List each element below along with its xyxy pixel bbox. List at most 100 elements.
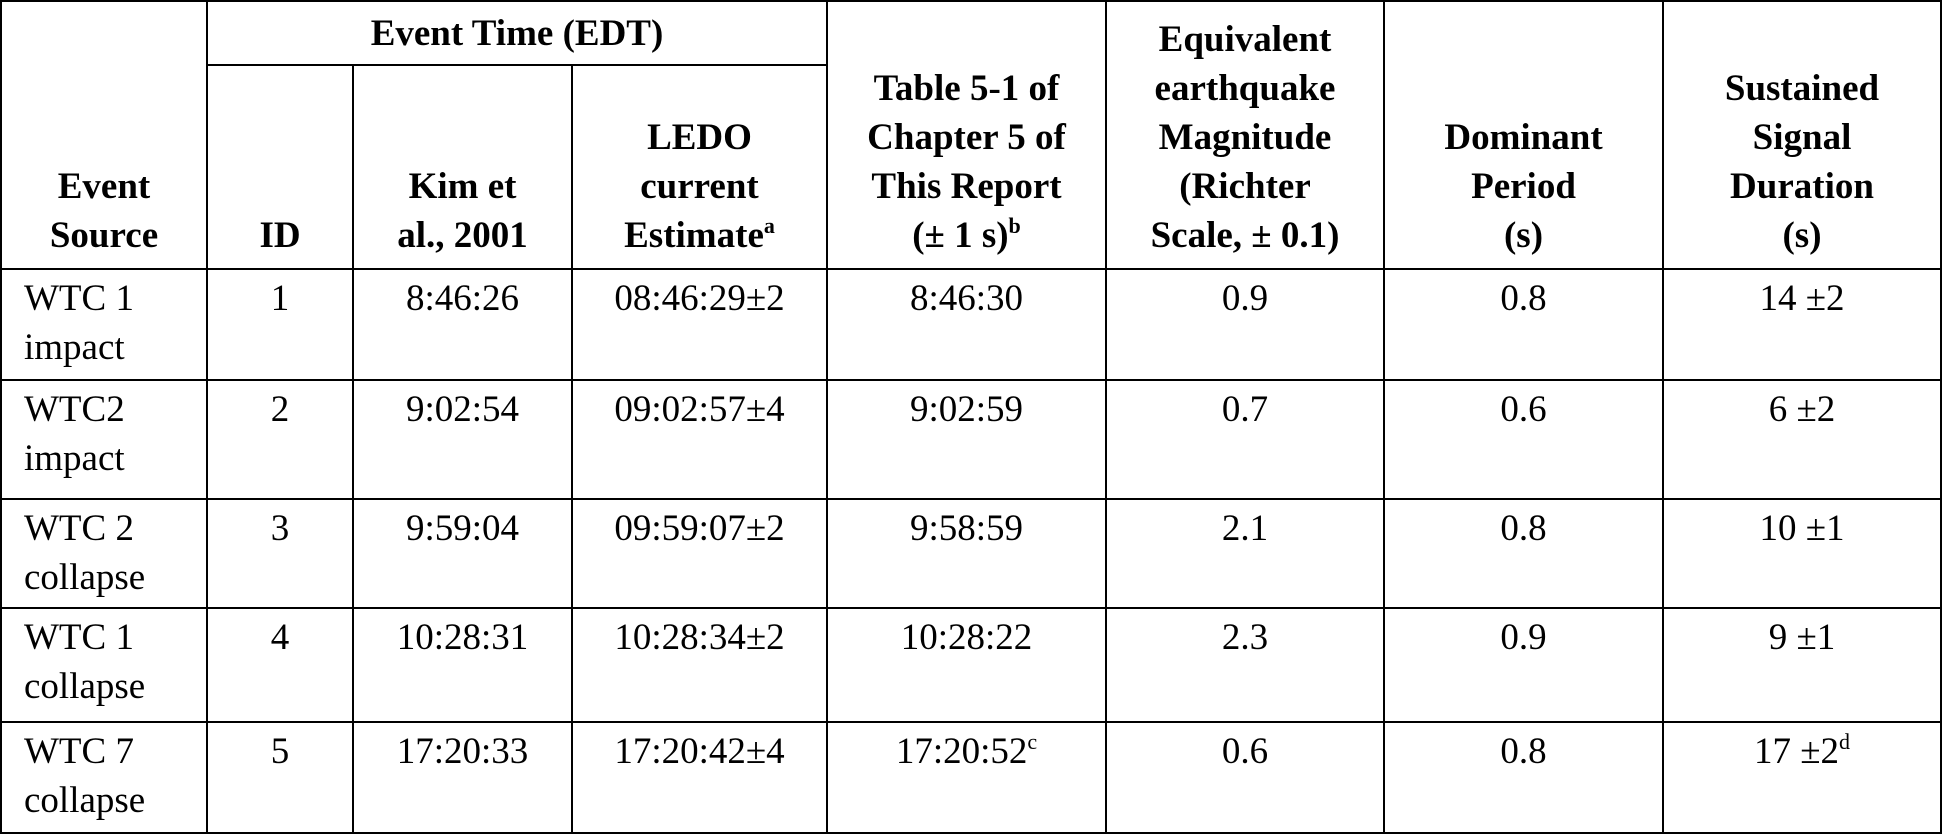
table-cell: 6 ±2	[1662, 379, 1942, 500]
cell-line: Estimatea	[624, 213, 775, 257]
cell-line: collapse	[24, 666, 146, 707]
table-cell: 17:20:42±4	[571, 721, 828, 834]
cell-line: (s)	[1782, 215, 1822, 256]
cell-line: Duration	[1730, 166, 1874, 207]
header-cell: Event Source	[0, 0, 208, 270]
table-cell: 08:46:29±2	[571, 268, 828, 381]
cell-line: Equivalent	[1158, 19, 1332, 60]
cell-line: (Richter	[1179, 166, 1311, 207]
table-body: WTC 1 impact 1 8:46:26 08:46:29±2 8:46:30 0.9 0…	[0, 268, 1942, 834]
cell-line: Dominant	[1444, 117, 1603, 158]
table-cell: 8:46:30	[826, 268, 1107, 381]
cell-line: WTC2	[24, 389, 125, 430]
table-row: WTC 1 impact 1 8:46:26 08:46:29±2 8:46:30 0.9 0…	[0, 268, 1942, 381]
table-cell: 1	[206, 268, 354, 381]
cell-line: WTC 1	[24, 278, 134, 319]
cell-line: Chapter 5 of	[867, 117, 1066, 158]
cell-line: LEDO	[647, 117, 752, 158]
cell-line: Period	[1471, 166, 1576, 207]
cell-line: (s)	[1503, 215, 1544, 256]
table-row: WTC 2 collapse 3 9:59:04 09:59:07±2 9:58:59 2.…	[0, 498, 1942, 609]
footnote-mark: d	[1839, 729, 1851, 754]
table-cell: 2.1	[1105, 498, 1385, 609]
cell-line: WTC 7	[24, 731, 134, 772]
cell-line: Scale, ± 0.1)	[1150, 215, 1340, 256]
source-cell: WTC2 impact	[0, 379, 208, 500]
cell-line: collapse	[24, 780, 146, 821]
table-cell: 17:20:33	[352, 721, 573, 834]
table-cell: 2.3	[1105, 607, 1385, 723]
table-cell: 17:20:52c	[826, 721, 1107, 834]
cell-line: Event	[57, 166, 151, 207]
table-header: Event Source Event Time (EDT) Table 5-1 of C…	[0, 0, 1942, 270]
cell-line: collapse	[24, 557, 146, 598]
table-cell: 0.9	[1105, 268, 1385, 381]
table-cell: 10 ±1	[1662, 498, 1942, 609]
table-cell: 0.6	[1105, 721, 1385, 834]
table-cell: 9:02:59	[826, 379, 1107, 500]
cell-line: impact	[24, 438, 125, 479]
table-row: WTC2 impact 2 9:02:54 09:02:57±4 9:02:59 0.7 0.…	[0, 379, 1942, 500]
cell-text: 17 ±2	[1753, 731, 1840, 772]
cell-line: ID	[259, 215, 301, 256]
header-cell: Kim et al., 2001	[352, 64, 573, 270]
header-cell: Sustained Signal Duration (s)	[1662, 0, 1942, 270]
footnote-mark: a	[763, 213, 775, 238]
table-cell: 9:58:59	[826, 498, 1107, 609]
cell-line: Kim et	[408, 166, 517, 207]
cell-text: 17:20:52	[895, 731, 1028, 772]
table-cell: 10:28:22	[826, 607, 1107, 723]
source-cell: WTC 1 impact	[0, 268, 208, 381]
table-cell: 9 ±1	[1662, 607, 1942, 723]
footnote-mark: c	[1027, 729, 1038, 754]
table-cell: 4	[206, 607, 354, 723]
header-cell: LEDO current Estimatea	[571, 64, 828, 270]
table-cell: 5	[206, 721, 354, 834]
cell-line: Magnitude	[1158, 117, 1332, 158]
table-cell: 10:28:34±2	[571, 607, 828, 723]
header-row: ID Kim et al., 2001 LEDO current Estimatea	[1, 64, 1941, 270]
table-cell: 0.8	[1383, 721, 1664, 834]
table-cell: 9:59:04	[352, 498, 573, 609]
table-cell: 0.7	[1105, 379, 1385, 500]
source-cell: WTC 1 collapse	[0, 607, 208, 723]
table-cell: 2	[206, 379, 354, 500]
table-cell: 14 ±2	[1662, 268, 1942, 381]
cell-line: earthquake	[1154, 68, 1336, 109]
table-row: WTC 1 collapse 4 10:28:31 10:28:34±2 10:28:22…	[0, 607, 1942, 723]
header-cell: Equivalent earthquake Magnitude (Richter Sca…	[1105, 0, 1385, 270]
table-cell: 0.9	[1383, 607, 1664, 723]
cell-line: Sustained	[1724, 68, 1880, 109]
table-cell: 8:46:26	[352, 268, 573, 381]
cell-line: (± 1 s)b	[912, 213, 1021, 257]
header-cell: Table 5-1 of Chapter 5 of This Report (± 1 …	[826, 0, 1107, 270]
source-cell: WTC 2 collapse	[0, 498, 208, 609]
footnote-mark: b	[1008, 213, 1021, 238]
table-cell: 10:28:31	[352, 607, 573, 723]
cell-line: This Report	[871, 166, 1062, 207]
cell-line: Signal	[1752, 117, 1852, 158]
table-cell: 3	[206, 498, 354, 609]
table-cell: 0.8	[1383, 498, 1664, 609]
cell-line: al., 2001	[397, 215, 528, 256]
cell-line: WTC 2	[24, 508, 134, 549]
cell-line: impact	[24, 327, 125, 368]
table-cell: 17 ±2d	[1662, 721, 1942, 834]
cell-line: current	[640, 166, 759, 207]
table-cell: 09:59:07±2	[571, 498, 828, 609]
table-row: WTC 7 collapse 5 17:20:33 17:20:42±4 17:20:52…	[0, 721, 1942, 834]
header-cell: Dominant Period (s)	[1383, 0, 1664, 270]
cell-line: Source	[49, 215, 159, 256]
cell-line: Table 5-1 of	[873, 68, 1060, 109]
table-cell: 0.8	[1383, 268, 1664, 381]
header-cell: ID	[206, 64, 354, 270]
header-row: Event Source Event Time (EDT) Table 5-1 of C…	[0, 0, 1942, 270]
header-cell: Event Time (EDT)	[206, 0, 828, 66]
table-cell: 09:02:57±4	[571, 379, 828, 500]
table-cell: 9:02:54	[352, 379, 573, 500]
table-cell: 0.6	[1383, 379, 1664, 500]
source-cell: WTC 7 collapse	[0, 721, 208, 834]
cell-line: WTC 1	[24, 617, 134, 658]
